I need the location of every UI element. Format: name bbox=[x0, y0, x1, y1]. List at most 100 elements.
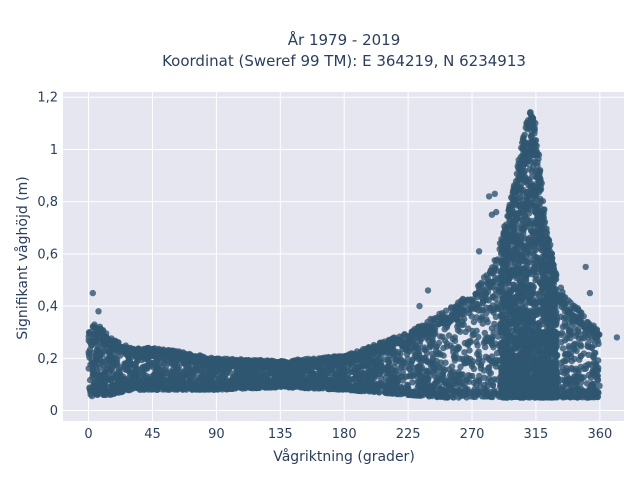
data-point bbox=[561, 351, 569, 358]
data-point bbox=[221, 384, 228, 391]
data-point bbox=[562, 358, 569, 365]
data-point bbox=[131, 370, 138, 377]
data-point bbox=[398, 359, 405, 366]
data-point bbox=[315, 385, 322, 392]
data-point bbox=[585, 351, 592, 359]
data-point bbox=[528, 217, 535, 225]
data-point bbox=[129, 361, 137, 368]
data-point bbox=[528, 168, 535, 175]
data-point bbox=[445, 332, 453, 339]
data-point bbox=[511, 259, 518, 266]
data-point bbox=[470, 318, 478, 326]
data-point bbox=[143, 374, 150, 382]
data-point bbox=[208, 382, 215, 389]
data-point bbox=[442, 359, 449, 366]
data-point bbox=[509, 368, 517, 375]
data-point bbox=[468, 313, 475, 320]
data-point bbox=[479, 357, 486, 365]
data-point bbox=[140, 369, 147, 376]
data-point bbox=[465, 341, 472, 348]
data-point bbox=[490, 307, 497, 314]
data-point bbox=[385, 359, 392, 366]
chart-title-line2: Koordinat (Sweref 99 TM): E 364219, N 62… bbox=[162, 52, 526, 70]
data-point bbox=[483, 309, 490, 317]
data-point bbox=[536, 322, 543, 330]
data-point bbox=[521, 201, 528, 208]
data-point bbox=[482, 343, 489, 351]
data-point bbox=[440, 344, 447, 352]
data-point bbox=[546, 304, 553, 312]
data-point bbox=[433, 357, 440, 365]
data-point bbox=[461, 349, 468, 356]
data-point bbox=[488, 340, 495, 347]
data-point bbox=[531, 236, 538, 244]
data-point bbox=[493, 356, 500, 363]
data-point bbox=[592, 373, 600, 381]
data-point bbox=[489, 302, 496, 309]
data-point bbox=[233, 373, 241, 380]
data-point bbox=[189, 381, 197, 388]
data-point bbox=[469, 332, 476, 339]
data-point bbox=[520, 319, 527, 326]
data-point bbox=[534, 337, 541, 344]
data-point bbox=[97, 364, 104, 372]
data-point bbox=[433, 343, 440, 351]
data-point bbox=[218, 374, 225, 381]
data-point bbox=[365, 365, 372, 373]
data-point bbox=[558, 339, 565, 346]
data-point bbox=[567, 350, 575, 357]
data-point bbox=[510, 337, 517, 345]
data-point bbox=[121, 360, 128, 367]
data-point bbox=[553, 308, 560, 316]
data-point bbox=[470, 365, 478, 373]
data-point bbox=[93, 356, 101, 364]
data-point bbox=[529, 182, 536, 189]
data-point bbox=[492, 363, 500, 370]
data-point bbox=[593, 388, 601, 395]
data-point bbox=[480, 374, 488, 381]
data-point bbox=[99, 351, 106, 358]
data-point bbox=[85, 349, 92, 356]
data-point bbox=[541, 300, 548, 308]
chart-title-line1: År 1979 - 2019 bbox=[288, 30, 401, 49]
data-point bbox=[549, 355, 556, 363]
data-point bbox=[527, 281, 534, 289]
data-point bbox=[490, 329, 497, 336]
data-point bbox=[530, 190, 537, 197]
data-point bbox=[535, 310, 542, 317]
data-point bbox=[563, 335, 571, 342]
data-point bbox=[413, 350, 420, 358]
data-point bbox=[441, 326, 448, 333]
data-point bbox=[484, 382, 491, 390]
data-point bbox=[402, 373, 409, 380]
data-point bbox=[445, 386, 452, 393]
data-point bbox=[185, 364, 192, 372]
data-point bbox=[548, 371, 555, 378]
data-point bbox=[562, 389, 570, 396]
data-point bbox=[513, 247, 521, 254]
data-point bbox=[527, 318, 534, 325]
data-point bbox=[539, 280, 546, 288]
data-point bbox=[558, 329, 566, 337]
data-point bbox=[580, 334, 588, 342]
data-point bbox=[474, 350, 481, 358]
data-point bbox=[529, 289, 537, 296]
data-point bbox=[497, 373, 504, 381]
data-point bbox=[519, 251, 526, 258]
data-point bbox=[454, 327, 462, 334]
data-point bbox=[489, 393, 496, 401]
data-point bbox=[516, 277, 523, 284]
data-point bbox=[577, 343, 585, 350]
data-point bbox=[447, 342, 454, 349]
data-point bbox=[562, 323, 569, 330]
data-point bbox=[450, 394, 457, 401]
data-point bbox=[458, 371, 465, 378]
data-point bbox=[109, 375, 116, 382]
data-point bbox=[590, 366, 597, 373]
data-point bbox=[573, 347, 580, 355]
data-point bbox=[575, 369, 582, 376]
data-point bbox=[531, 253, 538, 260]
data-point bbox=[508, 319, 516, 327]
data-point bbox=[148, 385, 155, 392]
